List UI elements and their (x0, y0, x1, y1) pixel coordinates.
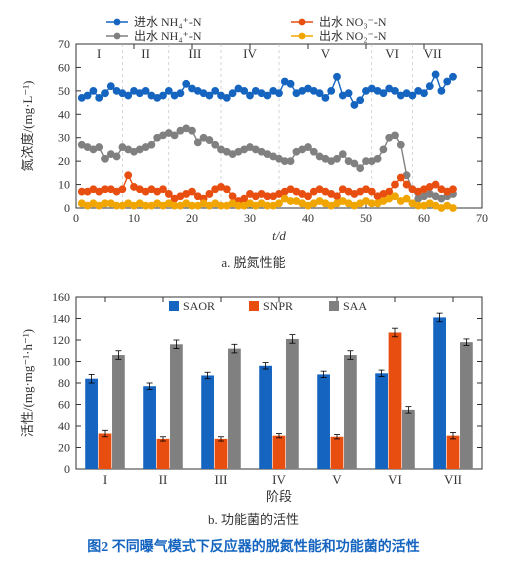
svg-text:I: I (97, 46, 101, 61)
svg-text:VI: VI (388, 472, 402, 487)
svg-text:40: 40 (58, 419, 70, 433)
chart-b-subtitle: b. 功能菌的活性 (10, 509, 497, 528)
svg-text:50: 50 (360, 211, 372, 225)
svg-text:60: 60 (58, 60, 70, 74)
svg-text:80: 80 (58, 376, 70, 390)
svg-text:阶段: 阶段 (265, 489, 291, 504)
svg-text:IV: IV (272, 472, 286, 487)
svg-text:II: II (158, 472, 167, 487)
chart-b-panel: 020406080100120140160IIIIIIIVVVIVII阶段活性/… (10, 279, 497, 528)
svg-text:III: III (188, 46, 201, 61)
svg-text:II: II (141, 46, 150, 61)
svg-text:120: 120 (52, 333, 70, 347)
svg-text:30: 30 (244, 211, 256, 225)
svg-text:60: 60 (418, 211, 430, 225)
svg-text:40: 40 (302, 211, 314, 225)
chart-b-svg: 020406080100120140160IIIIIIIVVVIVII阶段活性/… (14, 279, 494, 507)
svg-text:出水 NH₄⁺-N: 出水 NH₄⁺-N (134, 29, 202, 43)
svg-text:氮浓度/(mg·L⁻¹): 氮浓度/(mg·L⁻¹) (20, 81, 35, 172)
svg-text:40: 40 (58, 107, 70, 121)
svg-text:20: 20 (58, 154, 70, 168)
svg-text:VI: VI (385, 46, 399, 61)
svg-text:I: I (102, 472, 106, 487)
chart-a-svg: 010203040506070010203040506070IIIIIIIVVV… (14, 10, 494, 250)
svg-text:SAOR: SAOR (183, 299, 215, 313)
svg-text:160: 160 (52, 290, 70, 304)
svg-text:70: 70 (476, 211, 488, 225)
svg-text:140: 140 (52, 312, 70, 326)
svg-text:30: 30 (58, 131, 70, 145)
svg-text:SNPR: SNPR (263, 299, 293, 313)
svg-text:0: 0 (64, 462, 70, 476)
svg-text:10: 10 (58, 178, 70, 192)
svg-text:0: 0 (73, 211, 79, 225)
svg-text:0: 0 (64, 201, 70, 215)
svg-text:10: 10 (128, 211, 140, 225)
svg-text:进水 NH₄⁺-N: 进水 NH₄⁺-N (134, 15, 202, 29)
svg-text:SAA: SAA (343, 299, 367, 313)
svg-text:20: 20 (186, 211, 198, 225)
svg-text:70: 70 (58, 37, 70, 51)
svg-text:20: 20 (58, 441, 70, 455)
svg-text:t/d: t/d (272, 228, 286, 243)
svg-text:出水 NO₃⁻-N: 出水 NO₃⁻-N (319, 15, 387, 29)
svg-text:50: 50 (58, 84, 70, 98)
svg-text:IV: IV (243, 46, 257, 61)
chart-a-subtitle: a. 脱氮性能 (10, 252, 497, 271)
svg-text:V: V (320, 46, 330, 61)
svg-text:活性/(mg·mg⁻¹·h⁻¹): 活性/(mg·mg⁻¹·h⁻¹) (20, 329, 35, 437)
svg-text:III: III (214, 472, 227, 487)
chart-a-panel: 010203040506070010203040506070IIIIIIIVVV… (10, 10, 497, 271)
figure-caption: 图2 不同曝气模式下反应器的脱氮性能和功能菌的活性 (10, 536, 497, 556)
svg-text:VII: VII (443, 472, 461, 487)
svg-text:100: 100 (52, 355, 70, 369)
svg-text:60: 60 (58, 398, 70, 412)
svg-text:出水 NO₂⁻-N: 出水 NO₂⁻-N (319, 29, 387, 43)
svg-text:V: V (332, 472, 342, 487)
svg-text:VII: VII (423, 46, 441, 61)
